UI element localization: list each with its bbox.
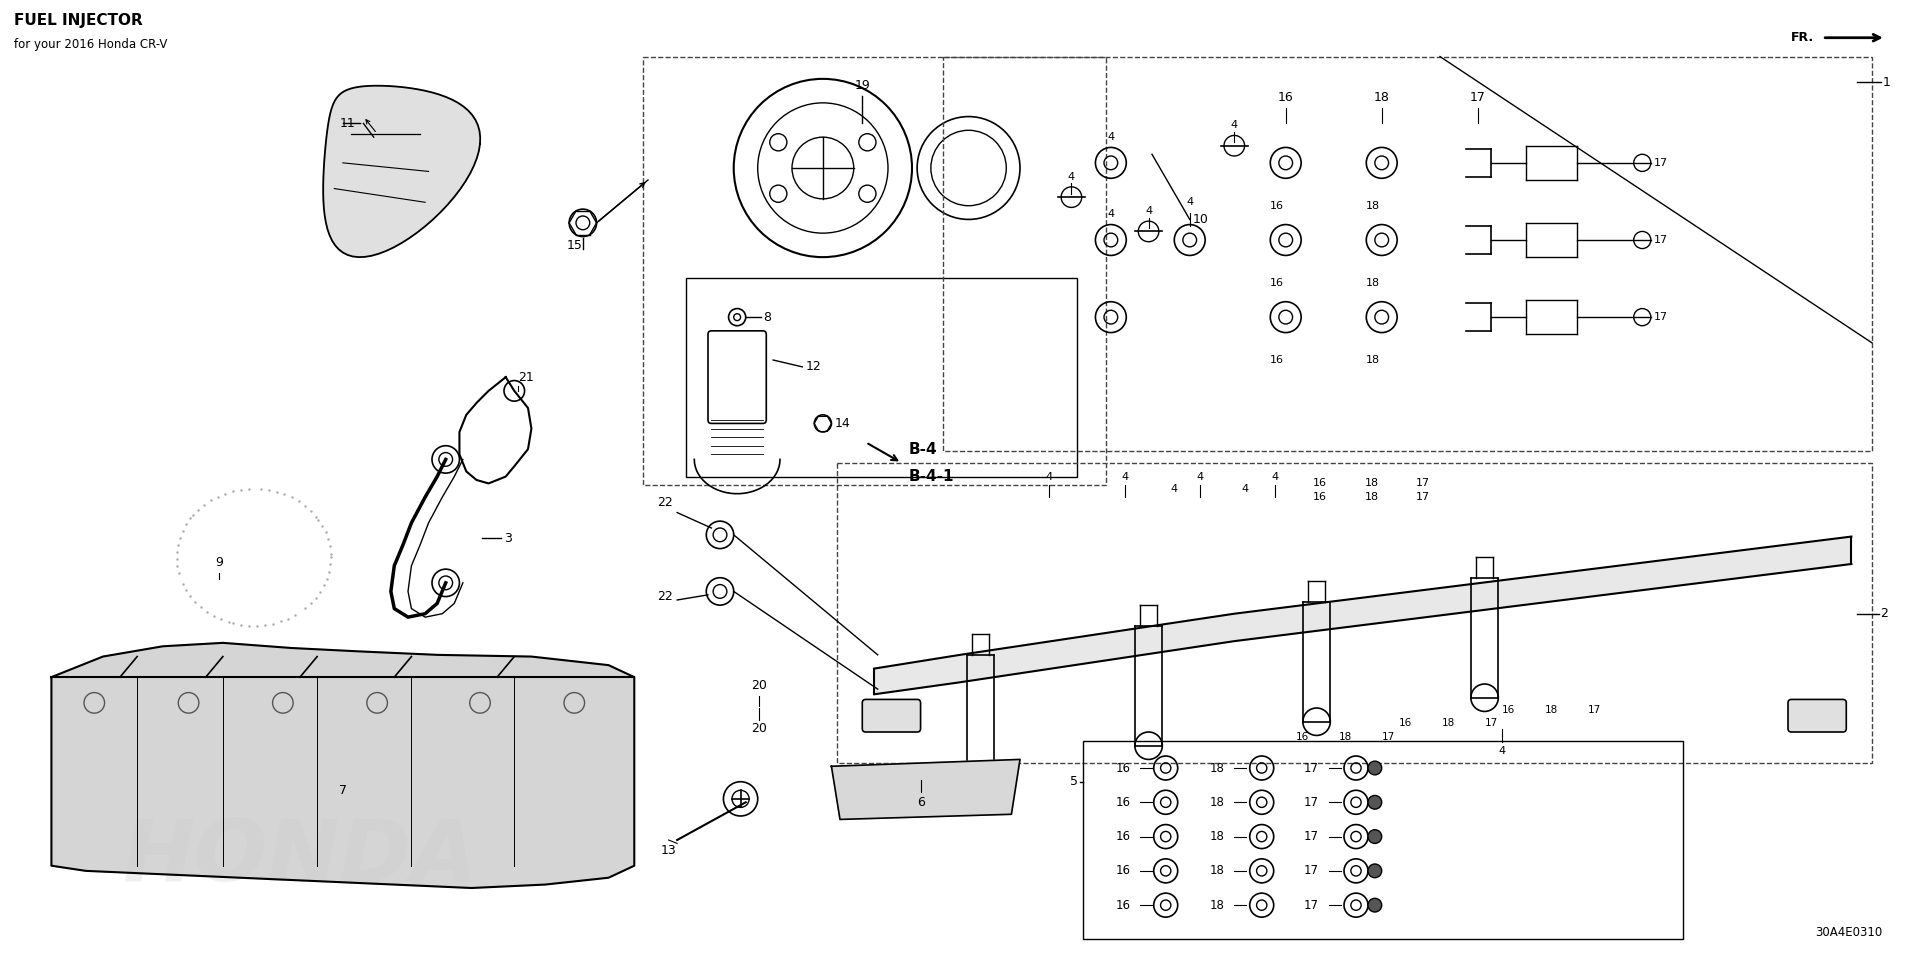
Text: 11: 11 — [340, 117, 355, 130]
Text: 4: 4 — [1108, 132, 1114, 142]
Text: 4: 4 — [1271, 471, 1279, 482]
Bar — [643, 57, 1106, 485]
Text: 6: 6 — [916, 796, 925, 808]
Text: 12: 12 — [806, 360, 822, 373]
Bar — [1083, 740, 1684, 940]
Text: 2: 2 — [1880, 608, 1889, 620]
Polygon shape — [831, 759, 1020, 820]
Text: 3: 3 — [503, 532, 513, 544]
Text: B-4-1: B-4-1 — [908, 469, 954, 484]
Text: 30A4E0310: 30A4E0310 — [1814, 926, 1882, 940]
Text: 16: 16 — [1271, 355, 1284, 365]
Circle shape — [1367, 796, 1382, 809]
Text: 5: 5 — [1069, 776, 1079, 788]
Text: 16: 16 — [1116, 796, 1131, 808]
Text: 4: 4 — [1196, 471, 1204, 482]
Text: B-4: B-4 — [908, 442, 937, 457]
Text: 16: 16 — [1271, 277, 1284, 288]
Text: 16: 16 — [1116, 899, 1131, 912]
Polygon shape — [874, 537, 1851, 694]
Text: 15: 15 — [566, 239, 582, 252]
Text: 17: 17 — [1304, 796, 1319, 808]
Text: 18: 18 — [1365, 478, 1379, 489]
Text: 20: 20 — [751, 722, 768, 735]
FancyBboxPatch shape — [862, 700, 920, 732]
Text: 18: 18 — [1338, 732, 1352, 742]
Text: 16: 16 — [1313, 478, 1327, 489]
Text: 20: 20 — [751, 680, 768, 692]
Bar — [685, 277, 1077, 476]
Text: 10: 10 — [1192, 213, 1210, 226]
Text: for your 2016 Honda CR-V: for your 2016 Honda CR-V — [13, 38, 167, 51]
Text: 17: 17 — [1304, 864, 1319, 877]
Circle shape — [1367, 829, 1382, 844]
Text: 19: 19 — [854, 80, 870, 92]
Text: HONDA: HONDA — [123, 816, 478, 899]
Text: 17: 17 — [1471, 91, 1486, 105]
Text: 17: 17 — [1655, 235, 1668, 245]
Text: 16: 16 — [1116, 830, 1131, 843]
Text: 16: 16 — [1116, 761, 1131, 775]
Text: 4: 4 — [1187, 198, 1192, 207]
Text: 4: 4 — [1171, 484, 1177, 493]
Text: 17: 17 — [1304, 830, 1319, 843]
Polygon shape — [323, 85, 480, 257]
Text: 16: 16 — [1400, 718, 1413, 729]
Text: 18: 18 — [1546, 705, 1557, 714]
Text: 17: 17 — [1382, 732, 1396, 742]
Text: 17: 17 — [1655, 157, 1668, 168]
Text: 4: 4 — [1498, 746, 1505, 756]
Text: 8: 8 — [762, 311, 770, 324]
Text: 4: 4 — [1121, 471, 1129, 482]
Text: 18: 18 — [1442, 718, 1455, 729]
Text: FUEL INJECTOR: FUEL INJECTOR — [13, 13, 142, 28]
Circle shape — [1367, 761, 1382, 775]
Polygon shape — [52, 643, 634, 888]
Text: 18: 18 — [1367, 355, 1380, 365]
Text: 18: 18 — [1365, 492, 1379, 502]
Text: 16: 16 — [1313, 492, 1327, 502]
Text: 14: 14 — [835, 417, 851, 430]
Text: 9: 9 — [215, 556, 223, 568]
Text: 18: 18 — [1210, 796, 1225, 808]
Text: 18: 18 — [1210, 864, 1225, 877]
Text: 4: 4 — [1046, 471, 1052, 482]
Text: 1: 1 — [1882, 76, 1889, 88]
Text: 17: 17 — [1304, 899, 1319, 912]
Circle shape — [1367, 864, 1382, 877]
Text: 18: 18 — [1210, 899, 1225, 912]
Text: 7: 7 — [338, 783, 348, 797]
Text: 4: 4 — [1108, 209, 1114, 219]
Text: 13: 13 — [660, 844, 676, 856]
FancyBboxPatch shape — [1788, 700, 1847, 732]
Text: 4: 4 — [1068, 172, 1075, 181]
Bar — [837, 463, 1872, 763]
Text: 16: 16 — [1501, 705, 1515, 714]
Text: 17: 17 — [1415, 492, 1430, 502]
Text: 18: 18 — [1375, 91, 1390, 105]
Text: 17: 17 — [1304, 761, 1319, 775]
Text: 18: 18 — [1210, 761, 1225, 775]
Text: 16: 16 — [1116, 864, 1131, 877]
Text: 18: 18 — [1210, 830, 1225, 843]
Text: 21: 21 — [518, 371, 534, 384]
Text: 17: 17 — [1484, 718, 1498, 729]
Text: 4: 4 — [1144, 205, 1152, 216]
Text: 22: 22 — [657, 495, 674, 509]
Circle shape — [1367, 899, 1382, 912]
Text: FR.: FR. — [1791, 32, 1814, 44]
Text: 17: 17 — [1415, 478, 1430, 489]
Text: 17: 17 — [1588, 705, 1601, 714]
Bar — [943, 57, 1872, 451]
Text: 18: 18 — [1367, 277, 1380, 288]
Text: 22: 22 — [657, 590, 674, 603]
Text: 17: 17 — [1655, 312, 1668, 323]
Text: 16: 16 — [1271, 201, 1284, 210]
Text: 4: 4 — [1240, 484, 1248, 493]
Text: 16: 16 — [1279, 91, 1294, 105]
Text: 18: 18 — [1367, 201, 1380, 210]
Text: 16: 16 — [1296, 732, 1309, 742]
Text: 4: 4 — [1231, 120, 1238, 131]
